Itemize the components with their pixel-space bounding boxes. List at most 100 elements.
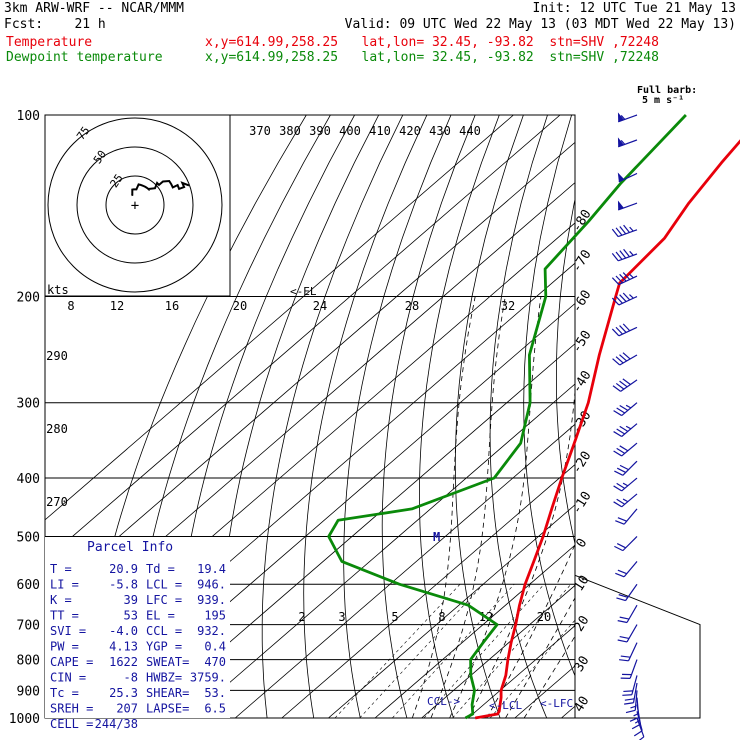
wind-barb-half <box>630 705 636 709</box>
dry-adiabat-line <box>218 115 380 718</box>
parcel-key: CCL = <box>146 624 182 638</box>
barb-legend-value: 5 m s⁻¹ <box>642 95 684 106</box>
wind-barb-shaft <box>621 477 638 492</box>
wind-barb-pennant <box>617 137 624 147</box>
isotherm-line <box>328 504 575 718</box>
isotherm-line <box>45 115 514 521</box>
wind-barb <box>617 172 638 183</box>
temperature-location: x,y=614.99,258.25 lat,lon= 32.45, -93.82… <box>205 35 659 50</box>
wind-barb-full <box>612 358 621 366</box>
isotherm-label: -20 <box>569 449 594 477</box>
moist-adiabat-label: 8 <box>67 299 74 313</box>
isotherm-line <box>608 115 740 718</box>
moist-adiabat-label: 16 <box>165 299 179 313</box>
dry-adiabat-line <box>418 115 500 718</box>
wind-barb-full <box>619 425 629 432</box>
wind-barb-full <box>622 673 632 676</box>
theta-e-label: 390 <box>309 124 331 138</box>
dry-adiabat-line <box>303 115 428 718</box>
parcel-value: 195 <box>204 609 226 623</box>
pressure-label: 100 <box>17 109 40 124</box>
wind-barb <box>611 272 638 286</box>
wind-barb-half <box>629 250 634 256</box>
wind-barb-shaft <box>634 690 638 711</box>
wind-barb-full <box>623 690 633 693</box>
dry-adiabat-line <box>733 115 740 718</box>
wind-barb-half <box>629 294 634 299</box>
moist-adiabat-label: 20 <box>233 299 247 313</box>
wind-barb <box>614 536 638 552</box>
wind-barb <box>611 323 638 337</box>
wind-barb-full <box>619 354 628 362</box>
wind-barb-shaft <box>626 604 638 623</box>
wind-barb <box>617 200 638 211</box>
pressure-label: 1000 <box>9 712 40 727</box>
wind-barb-half <box>625 404 632 409</box>
el-marker: <-EL <box>290 285 317 298</box>
wind-barb-shaft <box>622 536 638 552</box>
isotherm-label: 10 <box>572 573 593 594</box>
wind-barb-pennant <box>617 112 624 122</box>
wind-barb <box>617 137 638 148</box>
dry-adiabat-line <box>381 115 476 718</box>
parcel-key: CAPE = <box>50 655 93 669</box>
forecast-hour: Fcst: 21 h <box>4 17 106 32</box>
isotherm-line <box>234 423 575 718</box>
wind-barb <box>612 352 638 366</box>
wind-barb-full <box>615 520 625 525</box>
parcel-info-panel: Parcel Info T = 20.9 Td = 19.4 LI = -5.8 LCL = 9… <box>45 537 230 731</box>
wind-barb <box>617 624 638 643</box>
moist-adiabat-label: 32 <box>501 299 515 313</box>
wind-barb-shaft <box>632 682 638 703</box>
wind-barb-shaft <box>618 253 638 262</box>
mixing-ratio-label: 20 <box>537 610 551 624</box>
moist-adiabat-label: 24 <box>313 299 327 313</box>
isotherm-line <box>188 383 575 718</box>
temperature-legend-label: Temperature <box>6 35 93 50</box>
wind-barb-half <box>620 115 626 120</box>
wind-barb-shaft <box>628 642 638 662</box>
parcel-value: 20.9 <box>109 562 138 576</box>
wind-barb-full <box>613 485 622 492</box>
hodograph-ring-label: 25 <box>108 172 126 190</box>
wind-barb-shaft <box>629 659 638 679</box>
wind-barb <box>611 224 638 238</box>
wind-barb <box>622 675 638 696</box>
parcel-key: SWEAT= <box>146 655 189 669</box>
wind-barb <box>616 583 638 602</box>
wind-barb-full <box>615 356 624 364</box>
wind-barb-full <box>624 698 635 701</box>
parcel-value: 1622 <box>109 655 138 669</box>
hodograph-ring <box>105 175 165 235</box>
wind-barbs <box>611 112 645 740</box>
wind-barb-full <box>619 404 629 411</box>
hodograph-ring-label: 75 <box>74 124 92 142</box>
hodograph-frame <box>44 114 231 297</box>
pressure-label: 600 <box>17 578 40 593</box>
wind-barb-full <box>615 572 625 578</box>
dry-adiabat-line <box>556 197 575 546</box>
parcel-value: 19.4 <box>197 562 226 576</box>
wind-barb-full <box>616 428 626 435</box>
parcel-value: -4.0 <box>109 624 138 638</box>
parcel-value: 6.5 <box>204 702 226 716</box>
parcel-value: 4.13 <box>109 640 138 654</box>
wind-barb-half <box>625 425 632 430</box>
wind-barb-half <box>620 139 626 145</box>
wind-barb-full <box>611 252 619 262</box>
wind-barb-shaft <box>618 326 638 337</box>
wind-barb-shaft <box>618 295 638 306</box>
pressure-label: 900 <box>17 684 40 699</box>
barb-legend-title: Full barb: <box>637 85 697 96</box>
parcel-value: 470 <box>204 655 226 669</box>
isotherm-line <box>281 464 575 718</box>
dry-adiabat-line <box>261 115 404 718</box>
wind-barb-full <box>619 294 627 303</box>
dry-adiabat-label: 290 <box>46 349 68 363</box>
parcel-key: K = <box>50 593 72 607</box>
wind-barb-shaft <box>636 711 643 731</box>
parcel-value: 25.3 <box>109 686 138 700</box>
wind-barb <box>613 423 638 438</box>
wind-barb-full <box>619 250 627 259</box>
